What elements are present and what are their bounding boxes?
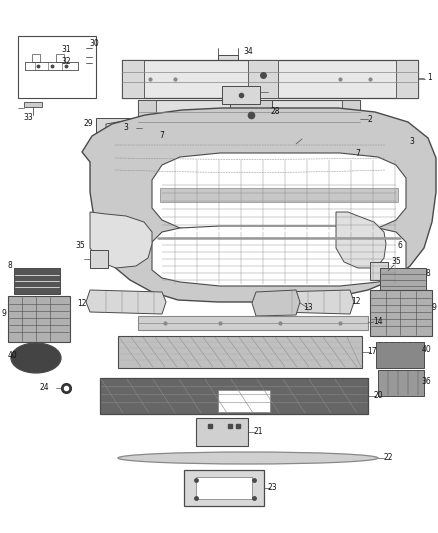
Bar <box>222 86 260 104</box>
Text: 7: 7 <box>159 132 164 141</box>
Polygon shape <box>106 120 136 136</box>
Bar <box>18 36 96 98</box>
Bar <box>32 54 40 62</box>
Polygon shape <box>90 212 152 268</box>
Bar <box>160 188 398 202</box>
Bar <box>122 60 418 98</box>
Text: 6: 6 <box>398 241 403 251</box>
Text: 31: 31 <box>61 45 71 54</box>
Text: 7: 7 <box>356 149 360 158</box>
Bar <box>380 268 426 294</box>
Text: 32: 32 <box>61 58 71 67</box>
Bar <box>396 60 418 98</box>
Text: 22: 22 <box>383 454 393 463</box>
Text: 20: 20 <box>373 392 383 400</box>
Text: 12: 12 <box>77 300 87 309</box>
Bar <box>90 250 108 268</box>
Text: 9: 9 <box>431 303 436 311</box>
Text: 3: 3 <box>410 138 414 147</box>
Bar <box>370 262 388 280</box>
Bar <box>196 477 252 499</box>
Bar <box>138 100 156 138</box>
Text: 29: 29 <box>83 119 93 128</box>
Text: 34: 34 <box>243 47 253 56</box>
Bar <box>230 100 272 138</box>
Text: 17: 17 <box>367 348 377 357</box>
Text: 12: 12 <box>351 297 361 306</box>
Polygon shape <box>82 108 436 302</box>
Bar <box>378 370 424 396</box>
Text: 24: 24 <box>39 384 49 392</box>
Bar <box>342 100 360 138</box>
Text: 2: 2 <box>367 116 372 125</box>
Polygon shape <box>86 290 166 314</box>
Polygon shape <box>302 130 336 142</box>
Bar <box>184 470 264 506</box>
Text: 3: 3 <box>124 124 128 133</box>
Text: 33: 33 <box>23 114 33 123</box>
Bar <box>24 102 42 107</box>
Bar <box>122 60 144 98</box>
Bar <box>118 336 362 368</box>
Bar <box>152 130 170 144</box>
Polygon shape <box>96 118 138 152</box>
Bar <box>8 296 70 342</box>
Ellipse shape <box>11 343 61 373</box>
Bar <box>340 148 362 162</box>
Text: 30: 30 <box>89 39 99 49</box>
Ellipse shape <box>118 452 378 464</box>
Text: 35: 35 <box>391 257 401 266</box>
Text: 40: 40 <box>7 351 17 359</box>
Bar <box>138 316 368 330</box>
Polygon shape <box>152 226 406 286</box>
Polygon shape <box>336 212 386 268</box>
Bar <box>218 55 238 69</box>
Bar <box>100 378 368 414</box>
Bar <box>248 60 278 98</box>
Bar <box>56 54 64 62</box>
Text: 40: 40 <box>421 345 431 354</box>
Polygon shape <box>376 226 398 250</box>
Bar <box>138 100 360 138</box>
Text: 21: 21 <box>253 427 263 437</box>
Text: 8: 8 <box>7 262 12 271</box>
Bar <box>14 268 60 294</box>
Text: 23: 23 <box>267 483 277 492</box>
Bar <box>370 290 432 336</box>
Text: 35: 35 <box>75 241 85 251</box>
Text: 9: 9 <box>2 310 7 319</box>
Text: 28: 28 <box>270 108 280 117</box>
Polygon shape <box>252 290 300 316</box>
Text: 1: 1 <box>427 74 432 83</box>
Bar <box>196 418 248 446</box>
Bar <box>218 390 270 412</box>
Text: 13: 13 <box>303 303 313 312</box>
Text: 14: 14 <box>373 318 383 327</box>
Polygon shape <box>274 290 354 314</box>
Text: 36: 36 <box>421 377 431 386</box>
Text: 8: 8 <box>426 270 431 279</box>
Bar <box>376 342 424 368</box>
Polygon shape <box>152 153 406 232</box>
